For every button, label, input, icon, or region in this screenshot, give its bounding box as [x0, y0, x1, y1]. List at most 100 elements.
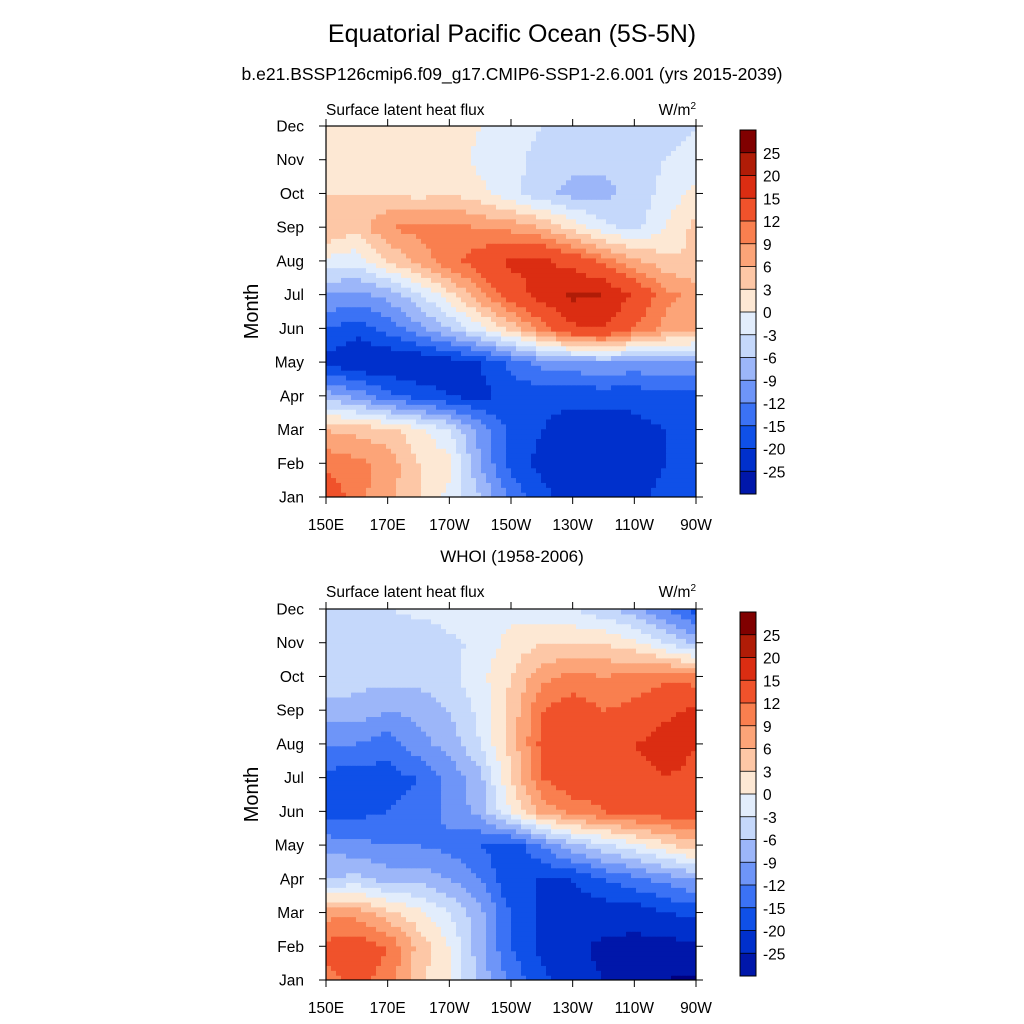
- field-cell: [566, 179, 572, 186]
- field-cell: [581, 350, 587, 357]
- field-cell: [476, 477, 482, 483]
- field-cell: [361, 453, 367, 459]
- field-cell: [591, 423, 597, 430]
- field-cell: [576, 223, 582, 230]
- field-cell: [426, 218, 432, 225]
- field-cell: [601, 257, 607, 264]
- field-cell: [656, 174, 662, 181]
- field-cell: [466, 179, 472, 186]
- field-cell: [621, 204, 627, 210]
- field-cell: [636, 374, 642, 381]
- field-cell: [681, 433, 687, 440]
- field-cell: [576, 345, 582, 352]
- field-cell: [601, 277, 607, 283]
- field-cell: [371, 262, 377, 269]
- field-cell: [661, 370, 667, 376]
- field-cell: [661, 326, 667, 332]
- field-cell: [626, 423, 632, 430]
- field-cell: [526, 379, 532, 386]
- field-cell: [551, 477, 557, 483]
- field-cell: [421, 223, 427, 230]
- field-cell: [646, 272, 652, 278]
- field-cell: [466, 233, 472, 239]
- field-cell: [666, 252, 672, 259]
- field-cell: [356, 252, 362, 259]
- field-cell: [356, 467, 362, 474]
- field-cell: [601, 360, 607, 366]
- field-cell: [391, 394, 397, 400]
- field-cell: [396, 428, 402, 435]
- field-cell: [361, 370, 367, 376]
- field-cell: [596, 179, 602, 186]
- field-cell: [516, 296, 522, 303]
- field-cell: [556, 487, 562, 493]
- field-cell: [476, 350, 482, 357]
- field-cell: [691, 384, 696, 391]
- field-cell: [391, 443, 397, 449]
- field-cell: [421, 287, 427, 293]
- field-cell: [341, 184, 347, 191]
- field-cell: [456, 204, 462, 210]
- field-cell: [481, 414, 487, 420]
- field-cell: [386, 335, 392, 342]
- field-cell: [466, 228, 472, 234]
- field-cell: [666, 243, 672, 249]
- field-cell: [541, 228, 547, 234]
- field-cell: [516, 409, 522, 415]
- field-cell: [611, 428, 617, 435]
- field-cell: [581, 384, 587, 391]
- field-cell: [581, 233, 587, 239]
- field-cell: [631, 384, 637, 391]
- field-cell: [591, 428, 597, 435]
- field-cell: [686, 238, 692, 244]
- field-cell: [631, 467, 637, 474]
- field-cell: [526, 399, 532, 405]
- field-cell: [471, 326, 477, 332]
- field-cell: [351, 262, 357, 269]
- field-cell: [631, 350, 637, 357]
- field-cell: [411, 360, 417, 366]
- field-cell: [606, 272, 612, 278]
- field-cell: [686, 262, 692, 269]
- field-cell: [661, 291, 667, 298]
- field-cell: [496, 233, 502, 239]
- field-cell: [621, 331, 627, 337]
- field-cell: [326, 409, 332, 415]
- field-cell: [651, 467, 657, 474]
- field-cell: [526, 389, 532, 396]
- field-cell: [586, 199, 592, 205]
- field-cell: [366, 291, 372, 298]
- field-cell: [536, 384, 542, 391]
- field-cell: [506, 433, 512, 440]
- field-cell: [476, 487, 482, 493]
- field-cell: [596, 233, 602, 239]
- field-cell: [486, 365, 492, 371]
- field-cell: [666, 365, 672, 371]
- field-cell: [631, 184, 637, 191]
- field-cell: [436, 389, 442, 396]
- field-cell: [461, 199, 467, 205]
- field-cell: [651, 277, 657, 283]
- field-cell: [356, 389, 362, 396]
- field-cell: [616, 404, 622, 410]
- field-cell: [551, 287, 557, 293]
- field-cell: [391, 472, 397, 479]
- field-cell: [546, 340, 552, 347]
- field-cell: [431, 467, 437, 474]
- field-cell: [666, 223, 672, 230]
- field-cell: [631, 248, 637, 254]
- field-cell: [551, 443, 557, 449]
- field-cell: [491, 321, 497, 327]
- field-cell: [571, 306, 577, 313]
- field-cell: [551, 174, 557, 181]
- field-cell: [551, 374, 557, 381]
- field-cell: [451, 384, 457, 391]
- field-cell: [606, 379, 612, 386]
- field-cell: [361, 208, 367, 215]
- field-cell: [681, 384, 687, 391]
- field-cell: [681, 189, 687, 195]
- field-cell: [471, 169, 477, 176]
- field-cell: [616, 340, 622, 347]
- field-cell: [476, 321, 482, 327]
- field-cell: [361, 462, 367, 469]
